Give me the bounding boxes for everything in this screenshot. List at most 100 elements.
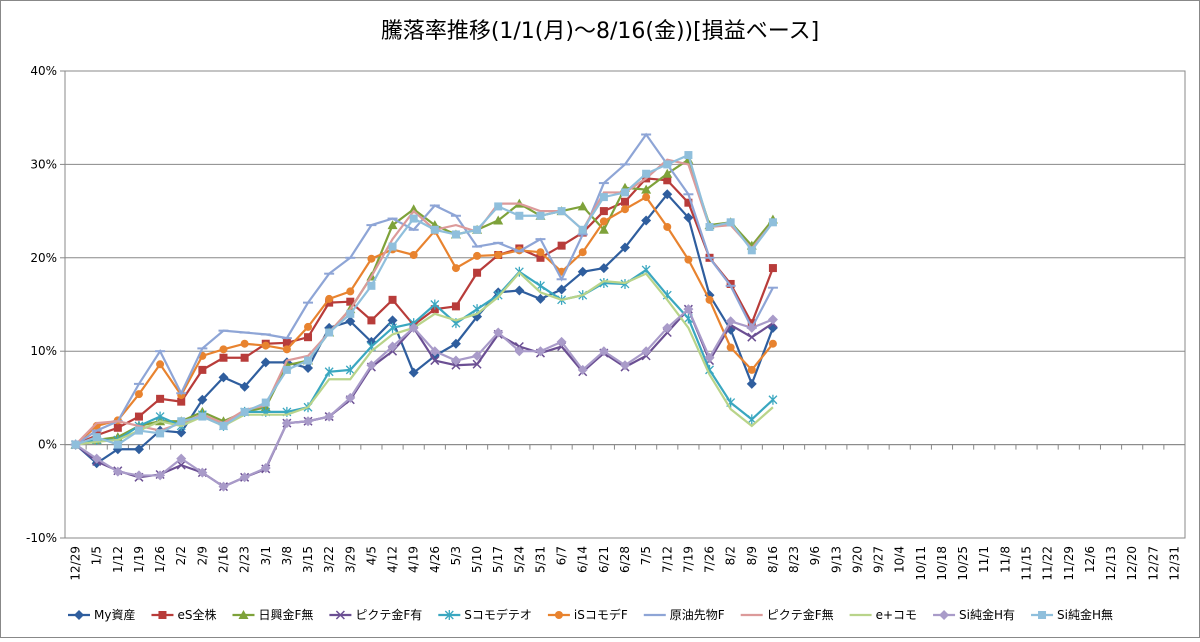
marker xyxy=(71,440,80,449)
x-tick-label: 11/1 xyxy=(977,546,991,573)
x-tick-label: 12/29 xyxy=(69,546,83,581)
marker xyxy=(409,214,418,223)
x-tick-label: 9/20 xyxy=(850,546,864,573)
marker xyxy=(747,246,756,255)
marker xyxy=(684,198,693,207)
x-tick-label: 2/2 xyxy=(174,546,188,565)
marker xyxy=(409,250,418,259)
marker xyxy=(238,610,249,619)
marker xyxy=(577,266,588,277)
legend-item: ピクテ金F有 xyxy=(329,607,422,622)
series-line xyxy=(75,177,774,446)
marker xyxy=(662,189,673,200)
marker xyxy=(746,322,757,333)
marker xyxy=(577,201,588,211)
legend-item: iSコモデF xyxy=(547,607,628,622)
x-tick-label: 5/31 xyxy=(533,546,547,573)
marker xyxy=(430,356,440,366)
marker xyxy=(282,345,291,354)
marker xyxy=(556,336,567,347)
legend-label: My資産 xyxy=(94,607,135,622)
marker xyxy=(473,225,482,234)
marker xyxy=(747,365,756,374)
marker xyxy=(641,184,652,194)
marker xyxy=(536,248,545,257)
marker xyxy=(662,168,673,178)
marker xyxy=(768,394,778,405)
x-tick-label: 5/3 xyxy=(449,546,463,565)
marker xyxy=(282,365,291,374)
marker xyxy=(197,394,208,405)
marker xyxy=(218,481,229,492)
x-tick-label: 5/10 xyxy=(470,546,484,573)
marker xyxy=(325,328,334,337)
x-tick-label: 8/23 xyxy=(787,546,801,573)
marker xyxy=(557,207,566,216)
legend-item: 原油先物F xyxy=(643,608,725,622)
marker xyxy=(535,293,546,304)
marker xyxy=(408,204,419,214)
marker xyxy=(430,225,439,234)
marker xyxy=(388,322,398,333)
marker xyxy=(768,218,777,227)
marker xyxy=(156,360,165,369)
x-tick-label: 7/26 xyxy=(703,546,717,573)
marker xyxy=(198,365,207,374)
x-tick-label: 12/6 xyxy=(1083,546,1097,573)
marker xyxy=(324,366,334,377)
marker xyxy=(92,433,101,442)
x-tick-label: 3/1 xyxy=(259,546,273,565)
marker xyxy=(388,295,397,304)
legend-item: eS全株 xyxy=(151,607,216,622)
marker xyxy=(642,193,651,202)
marker xyxy=(663,160,672,169)
marker xyxy=(726,279,735,288)
marker xyxy=(113,423,122,432)
marker xyxy=(514,346,525,357)
marker xyxy=(133,444,144,455)
marker xyxy=(599,217,608,226)
marker xyxy=(240,339,249,348)
marker xyxy=(134,426,143,435)
marker xyxy=(345,392,356,403)
x-tick-label: 6/28 xyxy=(618,546,632,573)
x-tick-label: 1/12 xyxy=(111,546,125,573)
x-tick-label: 1/5 xyxy=(90,546,104,565)
marker xyxy=(335,610,345,620)
x-tick-label: 11/15 xyxy=(1020,546,1034,581)
marker xyxy=(177,417,186,426)
marker xyxy=(598,224,609,234)
legend-item: Si純金H有 xyxy=(933,607,1015,622)
marker xyxy=(303,416,314,427)
marker xyxy=(746,378,757,389)
marker xyxy=(240,407,249,416)
x-tick-label: 6/7 xyxy=(555,546,569,565)
marker xyxy=(514,285,525,296)
legend-label: 原油先物F xyxy=(670,608,725,622)
x-tick-label: 4/12 xyxy=(386,546,400,573)
legend-label: Si純金H有 xyxy=(959,607,1015,622)
series-line xyxy=(74,195,774,446)
legend-label: 日興金F無 xyxy=(258,607,313,622)
marker xyxy=(450,355,461,366)
x-tick-label: 2/16 xyxy=(216,546,230,573)
marker xyxy=(684,151,693,160)
marker xyxy=(113,440,122,449)
marker xyxy=(536,211,545,220)
legend-label: Si純金H無 xyxy=(1057,607,1113,622)
marker xyxy=(472,359,482,369)
marker xyxy=(219,421,228,430)
y-tick-label: 30% xyxy=(30,157,57,171)
marker xyxy=(493,215,504,225)
marker xyxy=(408,322,419,333)
x-tick-label: 3/15 xyxy=(301,546,315,573)
marker xyxy=(704,352,715,363)
x-tick-label: 12/20 xyxy=(1125,546,1139,581)
marker xyxy=(366,360,377,371)
y-tick-label: 40% xyxy=(30,64,57,78)
x-tick-label: 9/27 xyxy=(872,546,886,573)
x-tick-label: 7/12 xyxy=(660,546,674,573)
marker xyxy=(261,341,270,350)
marker xyxy=(324,411,335,422)
